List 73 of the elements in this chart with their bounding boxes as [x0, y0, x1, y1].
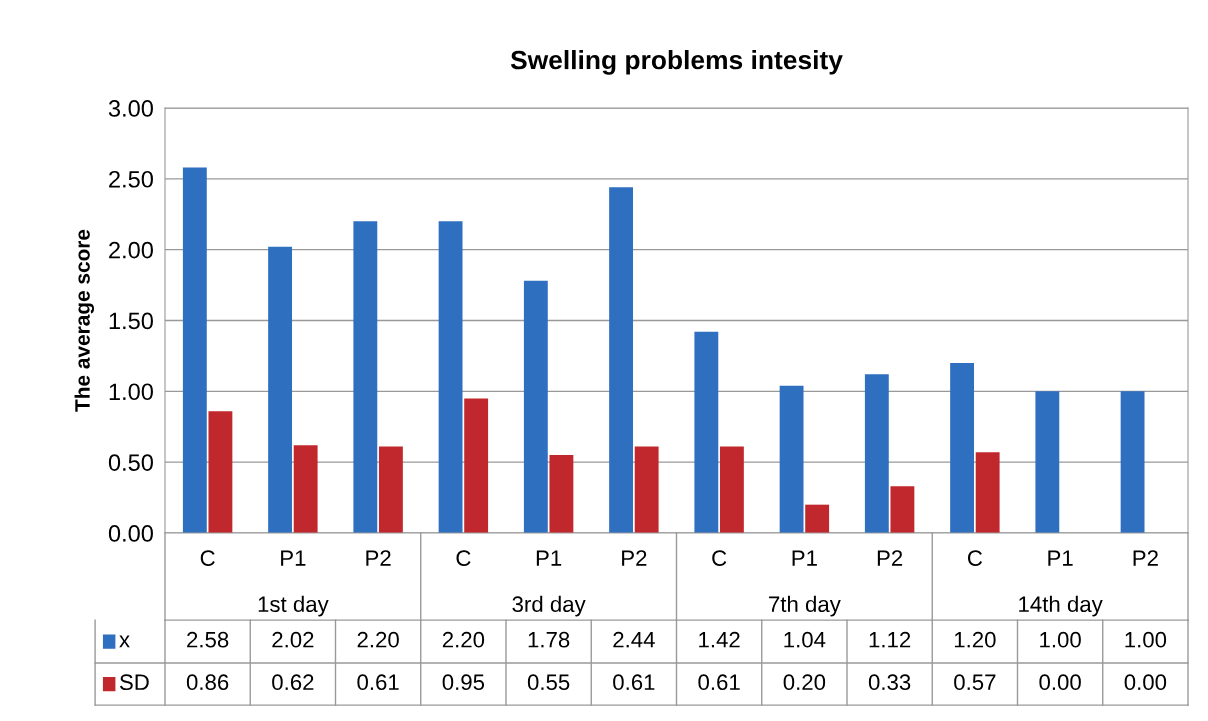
data-label: 0.00 [1039, 674, 1081, 691]
bar [438, 221, 463, 533]
x-tick-label: P1 [1048, 550, 1073, 566]
data-label: 0.33 [868, 674, 911, 691]
bar [890, 486, 915, 533]
y-tick-label: 1.50 [109, 312, 153, 330]
bar [634, 446, 659, 533]
data-label: 1.20 [954, 631, 996, 648]
legend-label: SD [119, 674, 149, 691]
bar [353, 221, 378, 533]
bar [719, 446, 744, 533]
bar [293, 445, 318, 533]
data-label: 1.00 [1125, 631, 1167, 648]
data-label: 2.20 [442, 631, 485, 648]
bar [609, 187, 634, 533]
y-tick-label: 0.50 [108, 454, 153, 471]
bar [950, 363, 975, 533]
text: 7th day [769, 595, 841, 617]
y-tick-label: 2.50 [109, 170, 153, 188]
data-label: 1.42 [699, 631, 740, 648]
y-tick-label: 0.00 [108, 525, 153, 542]
x-tick-label: P1 [536, 550, 562, 566]
bar [182, 167, 207, 533]
x-tick-label: P1 [792, 550, 817, 566]
x-tick-label: C [456, 550, 471, 566]
data-label: 1.00 [1040, 631, 1081, 648]
data-label: 0.95 [442, 674, 485, 691]
bar [864, 374, 889, 533]
data-label: 1.12 [869, 631, 911, 648]
x-tick-label: P2 [366, 550, 391, 566]
text: 14th day [1019, 595, 1103, 617]
data-label: 1.04 [784, 631, 826, 648]
bar [268, 246, 293, 533]
y-tick-label: 1.00 [109, 383, 153, 401]
y-axis-title: The average score [74, 229, 95, 412]
y-tick-label: 3.00 [108, 100, 153, 117]
data-label: 0.61 [698, 674, 740, 691]
data-label: 2.44 [613, 631, 655, 648]
data-label: 2.58 [187, 631, 229, 648]
bar [549, 455, 574, 533]
legend-label: x [119, 635, 130, 648]
bar [208, 411, 233, 533]
x-tick-label: C [712, 550, 727, 566]
data-label: 0.20 [783, 674, 826, 691]
x-tick-label: P1 [281, 550, 306, 566]
data-label: 0.61 [613, 674, 655, 691]
bar [1120, 391, 1145, 533]
data-label: 0.00 [1124, 674, 1167, 691]
chart-title: Swelling problems intesity [510, 49, 843, 75]
data-label: 0.61 [357, 674, 399, 691]
bar [464, 398, 489, 533]
bar [1035, 391, 1060, 533]
x-tick-label: P2 [1133, 550, 1158, 566]
text: 1st day [258, 595, 329, 617]
bar [779, 385, 804, 533]
data-label: 0.62 [272, 674, 314, 691]
text: 3rd day [512, 595, 586, 617]
bar [975, 452, 1000, 533]
data-label: 0.86 [186, 674, 229, 691]
data-label: 0.55 [527, 674, 570, 691]
data-label: 2.20 [357, 631, 399, 648]
data-label: 0.57 [954, 674, 996, 691]
bar [523, 280, 548, 533]
x-tick-label: C [200, 550, 215, 566]
x-tick-label: C [967, 550, 983, 566]
bar [805, 504, 830, 533]
y-tick-label: 2.00 [109, 241, 153, 259]
x-tick-label: P2 [622, 550, 647, 566]
bar [694, 331, 719, 533]
data-label: 2.02 [272, 631, 314, 648]
x-tick-label: P2 [877, 550, 903, 566]
data-label: 1.78 [528, 631, 570, 648]
bar [378, 446, 403, 533]
